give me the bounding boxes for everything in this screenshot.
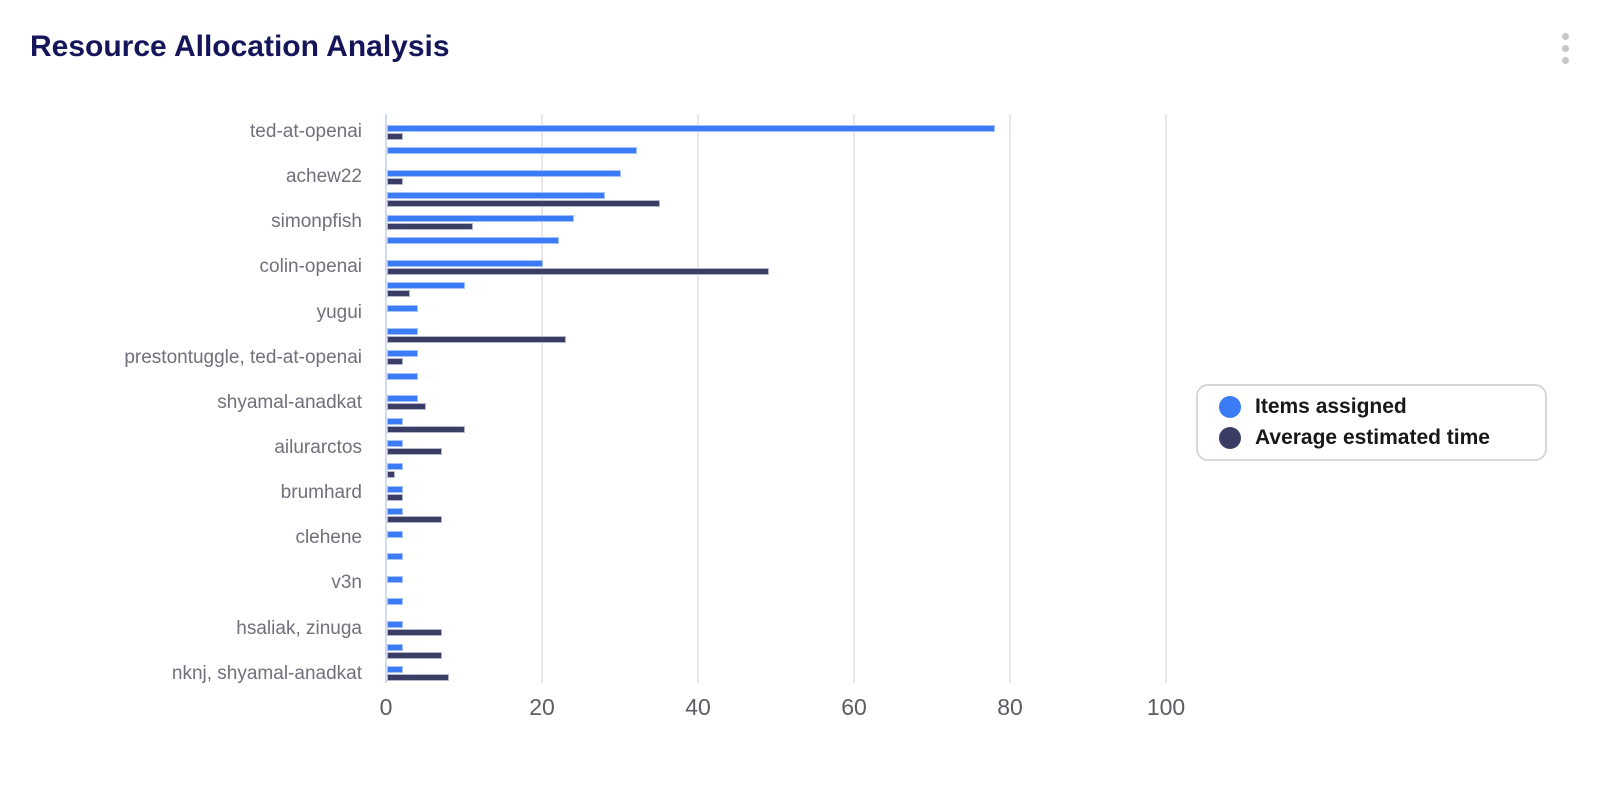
chart-title: Resource Allocation Analysis (30, 30, 450, 63)
category-label: nknj, shyamal-anadkat (171, 662, 362, 684)
kebab-dot (1561, 57, 1569, 64)
category-label: colin-openai (259, 256, 362, 278)
bar-items-assigned[interactable] (387, 372, 419, 380)
category-label: ted-at-openai (250, 121, 362, 142)
kebab-dot (1561, 33, 1569, 40)
category-label: hsaliak, zinuga (236, 617, 362, 639)
bar-items-assigned[interactable] (387, 643, 403, 651)
bar-average-estimated-time[interactable] (387, 335, 567, 343)
gridline-x-40 (697, 114, 699, 683)
x-tick-label: 80 (997, 694, 1023, 720)
gridline-x-20 (541, 114, 543, 683)
bar-items-assigned[interactable] (387, 192, 606, 200)
bar-average-estimated-time[interactable] (387, 493, 403, 501)
bar-items-assigned[interactable] (387, 395, 419, 403)
bar-items-assigned[interactable] (387, 282, 465, 290)
bar-items-assigned[interactable] (387, 169, 621, 177)
bar-average-estimated-time[interactable] (387, 290, 411, 298)
legend-label-items-assigned: Items assigned (1255, 395, 1407, 418)
bar-items-assigned[interactable] (387, 575, 403, 583)
bar-items-assigned[interactable] (387, 440, 403, 448)
bar-items-assigned[interactable] (387, 621, 403, 629)
bar-average-estimated-time[interactable] (387, 674, 450, 682)
kebab-menu-icon[interactable] (1558, 33, 1572, 71)
x-tick-label: 60 (841, 694, 867, 720)
gridline-x-80 (1009, 114, 1011, 683)
bar-items-assigned[interactable] (387, 463, 403, 471)
category-label: v3n (331, 572, 362, 594)
x-tick-label: 0 (379, 694, 393, 720)
bar-average-estimated-time[interactable] (387, 267, 770, 275)
legend-item-items-assigned[interactable]: Items assigned (1219, 395, 1545, 419)
legend-swatch-average-estimated-time (1219, 427, 1241, 449)
legend: Items assigned Average estimated time (1196, 384, 1547, 461)
category-label: yugui (316, 301, 362, 323)
x-tick-label: 100 (1146, 694, 1186, 720)
category-label: prestontuggle, ted-at-openai (124, 346, 362, 368)
bar-average-estimated-time[interactable] (387, 132, 403, 140)
bar-average-estimated-time[interactable] (387, 471, 395, 479)
gridline-x-100 (1165, 114, 1167, 683)
gridline-x-60 (853, 114, 855, 683)
bar-items-assigned[interactable] (387, 553, 403, 561)
bar-average-estimated-time[interactable] (387, 200, 660, 208)
category-label: simonpfish (271, 211, 362, 233)
legend-swatch-items-assigned (1219, 396, 1241, 418)
bar-items-assigned[interactable] (387, 508, 403, 516)
bar-average-estimated-time[interactable] (387, 448, 442, 456)
bar-items-assigned[interactable] (387, 305, 419, 313)
y-axis-line (385, 114, 387, 683)
bar-items-assigned[interactable] (387, 530, 403, 538)
bar-average-estimated-time[interactable] (387, 651, 442, 659)
category-label: shyamal-anadkat (217, 391, 362, 413)
category-label: achew22 (285, 166, 362, 188)
bar-average-estimated-time[interactable] (387, 358, 403, 366)
bar-items-assigned[interactable] (387, 237, 559, 245)
category-label: ailurarctos (274, 436, 362, 458)
x-tick-label: 40 (685, 694, 711, 720)
bar-items-assigned[interactable] (387, 417, 403, 425)
bar-items-assigned[interactable] (387, 259, 543, 267)
bar-items-assigned[interactable] (387, 350, 419, 358)
bar-average-estimated-time[interactable] (387, 177, 403, 185)
bar-items-assigned[interactable] (387, 147, 637, 155)
x-tick-label: 20 (529, 694, 555, 720)
bar-average-estimated-time[interactable] (387, 629, 442, 637)
category-label: clehene (295, 527, 362, 549)
kebab-dot (1561, 45, 1569, 52)
bar-items-assigned[interactable] (387, 666, 403, 674)
bar-average-estimated-time[interactable] (387, 516, 442, 524)
bar-average-estimated-time[interactable] (387, 403, 426, 411)
bar-items-assigned[interactable] (387, 598, 403, 606)
bar-items-assigned[interactable] (387, 327, 419, 335)
legend-label-average-estimated-time: Average estimated time (1255, 426, 1490, 449)
bar-items-assigned[interactable] (387, 485, 403, 493)
bar-items-assigned[interactable] (387, 214, 575, 222)
bar-average-estimated-time[interactable] (387, 222, 473, 230)
bar-items-assigned[interactable] (387, 124, 996, 132)
category-label: brumhard (280, 482, 362, 504)
legend-item-average-estimated-time[interactable]: Average estimated time (1219, 426, 1545, 450)
bar-average-estimated-time[interactable] (387, 425, 465, 433)
